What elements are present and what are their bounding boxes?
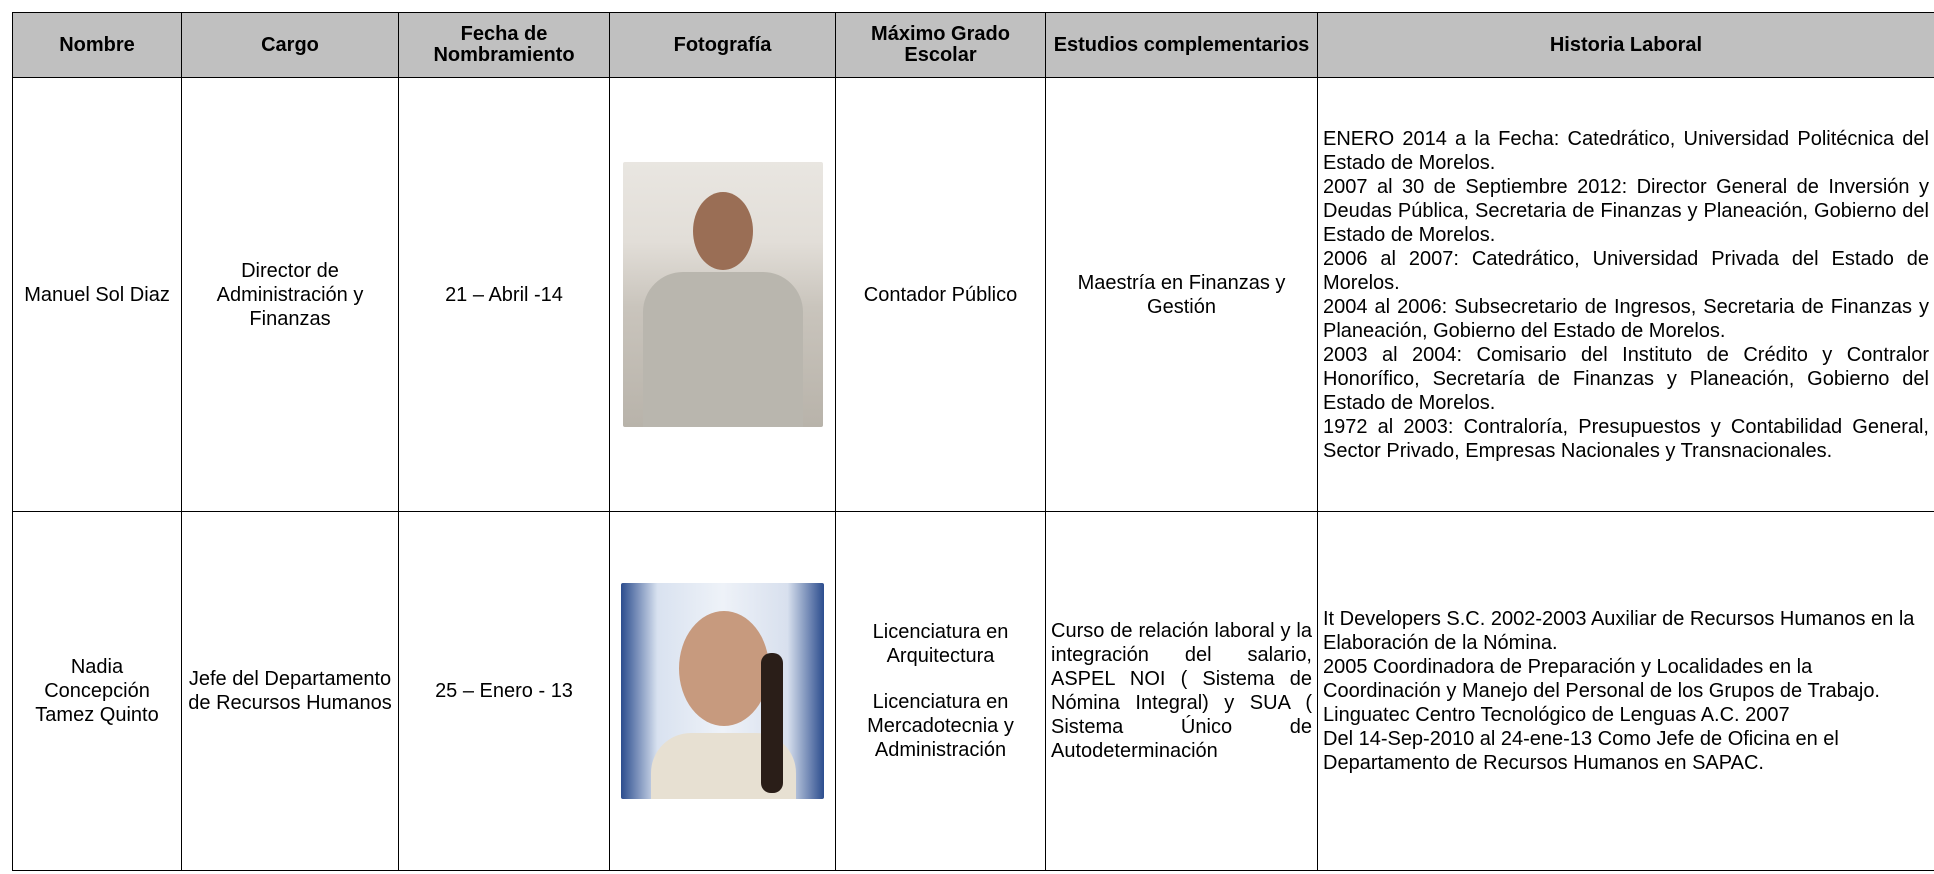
header-row: Nombre Cargo Fecha de Nombramiento Fotograf… bbox=[12, 12, 1934, 78]
historia-cell: ENERO 2014 a la Fecha: Catedrático, Univ… bbox=[1317, 77, 1934, 512]
photo-cell bbox=[609, 511, 836, 871]
degree: Contador Público bbox=[863, 283, 1018, 306]
column-header: Historia Laboral bbox=[1317, 12, 1934, 78]
table-body: Manuel Sol Diaz Director de Administració… bbox=[12, 77, 1934, 871]
fecha-cell: 25 – Enero - 13 bbox=[398, 511, 610, 871]
photo-head bbox=[692, 192, 753, 270]
history-entry: 2006 al 2007: Catedrático, Universidad P… bbox=[1323, 247, 1929, 294]
photo-body bbox=[642, 272, 803, 427]
fecha-cell: 21 – Abril -14 bbox=[398, 77, 610, 512]
historia-cell: It Developers S.C. 2002-2003 Auxiliar de… bbox=[1317, 511, 1934, 871]
cargo-cell: Jefe del Departamento de Recursos Humano… bbox=[181, 511, 399, 871]
photo bbox=[621, 583, 824, 799]
maximo-cell: Licenciatura en Arquitectura Licenciatura… bbox=[835, 511, 1046, 871]
nombre-cell: Nadia Concepción Tamez Quinto bbox=[12, 511, 182, 871]
photo-head bbox=[679, 611, 769, 726]
staff-table: Nombre Cargo Fecha de Nombramiento Fotograf… bbox=[12, 12, 1934, 871]
history-entry: 2003 al 2004: Comisario del Instituto de… bbox=[1323, 343, 1929, 414]
history-entry: It Developers S.C. 2002-2003 Auxiliar de… bbox=[1323, 608, 1915, 654]
column-header: Fecha de Nombramiento bbox=[398, 12, 610, 78]
history-entry: ENERO 2014 a la Fecha: Catedrático, Univ… bbox=[1323, 127, 1929, 174]
history-entry: Del 14-Sep-2010 al 24-ene-13 Como Jefe d… bbox=[1323, 728, 1839, 774]
table-row: Manuel Sol Diaz Director de Administració… bbox=[12, 77, 1934, 512]
column-header: Nombre bbox=[12, 12, 182, 78]
photo-cell bbox=[609, 77, 836, 512]
history-entry: 2007 al 30 de Septiembre 2012: Director … bbox=[1323, 175, 1929, 246]
cargo-cell: Director de Administración y Finanzas bbox=[181, 77, 399, 512]
history-entry: 2005 Coordinadora de Preparación y Local… bbox=[1323, 656, 1880, 702]
history-entry: Linguatec Centro Tecnológico de Lenguas … bbox=[1323, 704, 1790, 726]
table-row: Nadia Concepción Tamez Quinto Jefe del De… bbox=[12, 511, 1934, 871]
degree: Licenciatura en Mercadotecnia y Administ… bbox=[867, 691, 1014, 761]
column-header: Fotografía bbox=[609, 12, 836, 78]
photo bbox=[622, 162, 823, 427]
photo-hair bbox=[761, 653, 783, 793]
nombre-cell: Manuel Sol Diaz bbox=[12, 77, 182, 512]
degree: Licenciatura en Arquitectura bbox=[872, 621, 1009, 667]
maximo-cell: Contador Público bbox=[835, 77, 1046, 512]
estudios-cell: Curso de relación laboral y la integraci… bbox=[1045, 511, 1318, 871]
column-header: Máximo Grado Escolar bbox=[835, 12, 1046, 78]
history-entry: 2004 al 2006: Subsecretario de Ingresos,… bbox=[1323, 295, 1929, 342]
estudios-cell: Maestría en Finanzas y Gestión bbox=[1045, 77, 1318, 512]
document: Nombre Cargo Fecha de Nombramiento Fotograf… bbox=[12, 12, 1934, 871]
column-header: Cargo bbox=[181, 12, 399, 78]
column-header: Estudios complementarios bbox=[1045, 12, 1318, 78]
history-entry: 1972 al 2003: Contraloría, Presupuestos … bbox=[1323, 415, 1929, 462]
